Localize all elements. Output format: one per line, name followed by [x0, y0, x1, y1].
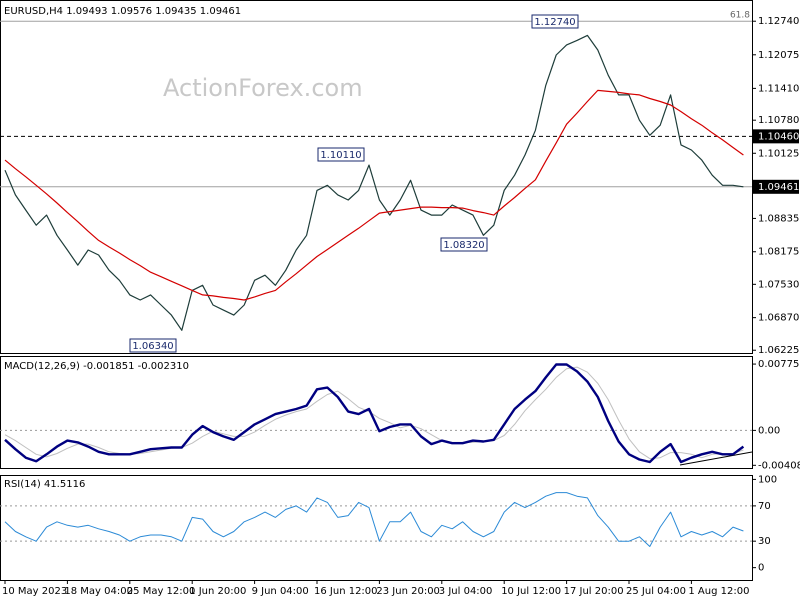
y-tick-label: 1.10780 — [758, 115, 799, 126]
macd-panel-border — [0, 356, 753, 469]
rsi-panel-border — [0, 475, 753, 581]
series-line — [4, 492, 744, 547]
annotation-box — [129, 338, 177, 353]
y-tick-label: 1.11410 — [758, 83, 799, 94]
y-tick-label: 1.06225 — [758, 345, 799, 356]
y-tick-label: 1.12740 — [758, 16, 799, 27]
y-tick-label: 1.08175 — [758, 247, 799, 258]
watermark: ActionForex.com — [163, 74, 363, 102]
series-line — [4, 34, 744, 331]
rsi-title: RSI(14) 41.5116 — [4, 479, 85, 490]
y-tick-label: 0 — [758, 563, 764, 574]
x-tick-label: 9 Jun 04:00 — [252, 586, 309, 597]
macd-title: MACD(12,26,9) -0.001851 -0.002310 — [4, 361, 189, 372]
x-tick-label: 25 Jul 04:00 — [626, 586, 686, 597]
y-tick-label: 1.08835 — [758, 213, 799, 224]
x-tick-label: 18 May 04:00 — [64, 586, 133, 597]
x-tick-label: 17 Jul 20:00 — [564, 586, 624, 597]
level-label: 61.8 — [730, 11, 750, 21]
y-tick-label: 1.07530 — [758, 279, 799, 290]
price-panel-border — [0, 0, 753, 354]
series-line — [4, 363, 745, 464]
price-box — [753, 179, 799, 194]
y-tick-label: 100 — [758, 474, 777, 485]
price-box — [753, 129, 799, 144]
y-tick-label: 1.12075 — [758, 50, 799, 61]
annotation-box — [317, 147, 365, 162]
price-box-label: 1.10460 — [758, 131, 799, 142]
x-tick-label: 10 Jul 12:00 — [501, 586, 561, 597]
x-tick-label: 3 Jul 04:00 — [439, 586, 493, 597]
annotation-box — [440, 237, 488, 252]
y-tick-label: 0.00 — [758, 425, 780, 436]
y-tick-label: 1.06870 — [758, 313, 799, 324]
price-title: EURUSD,H4 1.09493 1.09576 1.09435 1.0946… — [4, 6, 241, 17]
x-tick-label: 10 May 2023 — [2, 586, 67, 597]
y-tick-label: 30 — [758, 536, 771, 547]
x-tick-label: 25 May 12:00 — [127, 586, 196, 597]
x-tick-label: 16 Jun 12:00 — [314, 586, 378, 597]
x-tick-label: 1 Jun 20:00 — [189, 586, 246, 597]
y-tick-label: 0.007756 — [758, 359, 800, 370]
x-tick-label: 23 Jun 20:00 — [376, 586, 440, 597]
macd-trendline — [679, 451, 753, 466]
y-tick-label: 1.10125 — [758, 148, 799, 159]
y-tick-label: 70 — [758, 501, 771, 512]
price-box-label: 1.09461 — [758, 182, 799, 193]
annotation-box — [531, 14, 579, 29]
annotation-label: 1.12740 — [534, 17, 575, 28]
x-tick-label: 1 Aug 12:00 — [688, 586, 749, 597]
annotation-label: 1.08320 — [443, 240, 484, 251]
annotation-label: 1.06340 — [132, 341, 173, 352]
series-line — [4, 89, 744, 301]
y-tick-label: -0.004086 — [758, 460, 800, 471]
annotation-label: 1.10110 — [320, 150, 361, 161]
